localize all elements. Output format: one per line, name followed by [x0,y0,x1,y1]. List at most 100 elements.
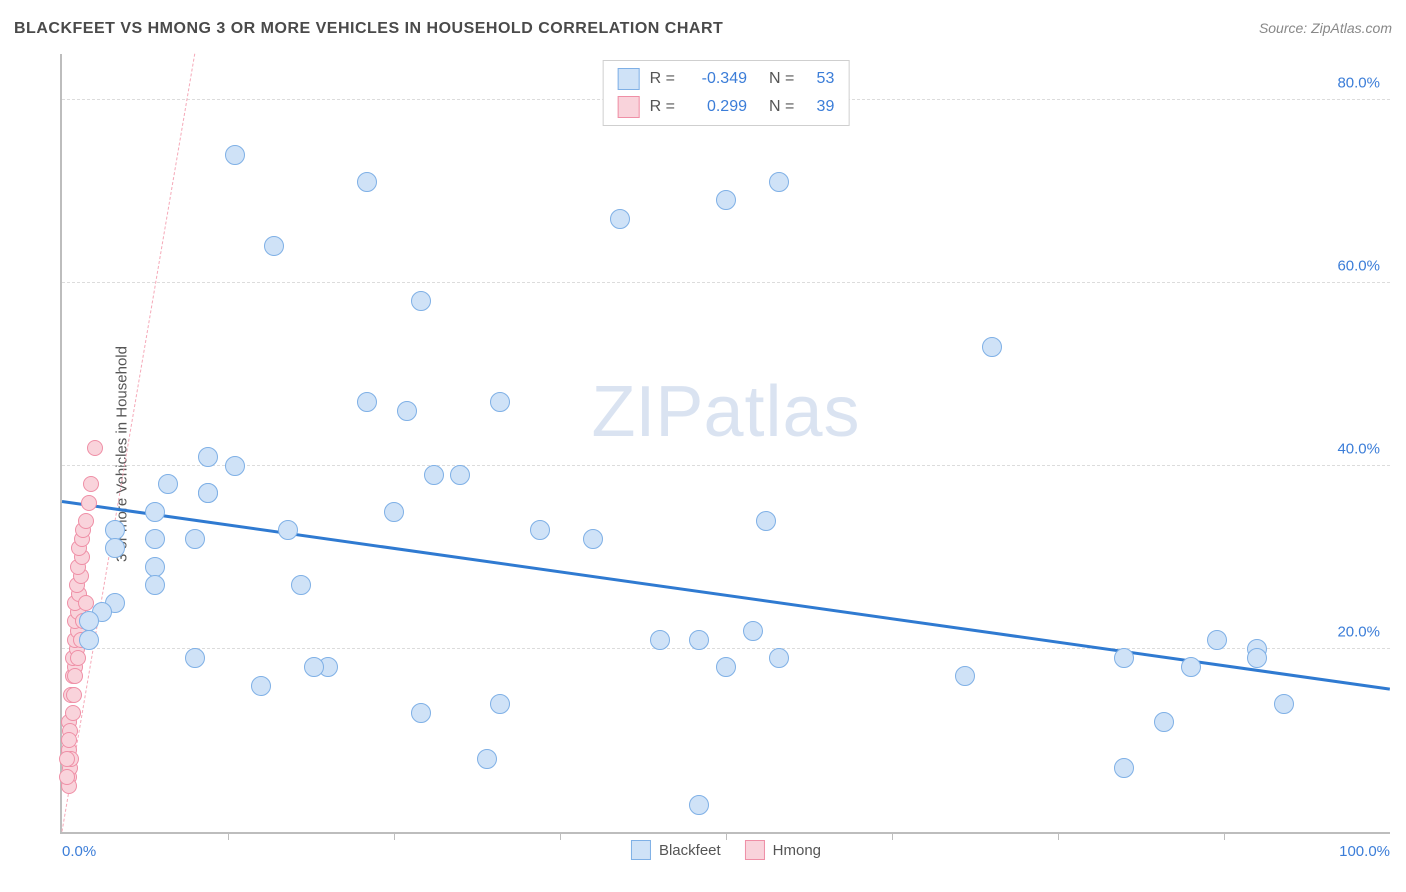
watermark-light: atlas [703,372,860,452]
data-point [304,657,324,677]
data-point [61,732,77,748]
x-tick [394,832,395,840]
y-tick-label: 20.0% [1337,623,1380,640]
data-point [79,630,99,650]
data-point [1207,630,1227,650]
data-point [225,145,245,165]
data-point [397,401,417,421]
data-point [198,447,218,467]
x-tick [892,832,893,840]
data-point [1181,657,1201,677]
data-point [490,694,510,714]
watermark-bold: ZIP [591,372,703,452]
n-label: N = [769,98,794,116]
gridline [62,648,1390,649]
data-point [424,465,444,485]
y-tick-label: 80.0% [1337,74,1380,91]
stats-row: R = -0.349 N = 53 [604,65,849,93]
plot-area: 3 or more Vehicles in Household ZIPatlas… [14,54,1392,854]
swatch-icon [618,68,640,90]
data-point [955,666,975,686]
data-point [145,557,165,577]
data-point [716,657,736,677]
data-point [1114,648,1134,668]
data-point [291,575,311,595]
data-point [756,511,776,531]
x-axis-label: 100.0% [1339,843,1390,860]
r-value: -0.349 [685,70,747,88]
x-axis-label: 0.0% [62,843,96,860]
swatch-icon [745,840,765,860]
gridline [62,465,1390,466]
data-point [185,648,205,668]
data-point [716,190,736,210]
header: BLACKFEET VS HMONG 3 OR MORE VEHICLES IN… [14,20,1392,50]
n-label: N = [769,70,794,88]
y-tick-label: 60.0% [1337,257,1380,274]
data-point [145,529,165,549]
data-point [78,513,94,529]
trend-line [62,53,196,831]
data-point [59,751,75,767]
x-tick [726,832,727,840]
data-point [145,502,165,522]
data-point [450,465,470,485]
data-point [87,440,103,456]
y-tick-label: 40.0% [1337,440,1380,457]
data-point [689,630,709,650]
data-point [83,476,99,492]
n-value: 39 [804,98,834,116]
data-point [583,529,603,549]
data-point [1154,712,1174,732]
data-point [185,529,205,549]
legend-label: Blackfeet [659,842,721,859]
gridline [62,282,1390,283]
data-point [689,795,709,815]
data-point [357,172,377,192]
r-label: R = [650,70,675,88]
data-point [70,650,86,666]
stats-row: R =0.299N =39 [604,93,849,121]
data-point [251,676,271,696]
data-point [530,520,550,540]
legend-item: Hmong [745,840,821,860]
data-point [67,668,83,684]
data-point [145,575,165,595]
data-point [225,456,245,476]
data-point [1114,758,1134,778]
data-point [264,236,284,256]
data-point [411,703,431,723]
legend-label: Hmong [773,842,821,859]
data-point [650,630,670,650]
source-label: Source: ZipAtlas.com [1259,20,1392,36]
x-tick [560,832,561,840]
watermark: ZIPatlas [591,371,860,453]
data-point [65,705,81,721]
data-point [59,769,75,785]
data-point [79,611,99,631]
data-point [357,392,377,412]
x-tick [228,832,229,840]
series-legend: Blackfeet Hmong [631,840,821,860]
data-point [769,648,789,668]
data-point [198,483,218,503]
data-point [477,749,497,769]
data-point [490,392,510,412]
data-point [1274,694,1294,714]
legend-item: Blackfeet [631,840,721,860]
data-point [278,520,298,540]
chart-title: BLACKFEET VS HMONG 3 OR MORE VEHICLES IN… [14,20,723,37]
data-point [743,621,763,641]
stats-legend: R =-0.349N =53R =0.299N =39 [603,60,850,126]
data-point [982,337,1002,357]
data-point [411,291,431,311]
n-value: 53 [804,70,834,88]
x-tick [1058,832,1059,840]
data-point [81,495,97,511]
x-tick [1224,832,1225,840]
scatter-plot: ZIPatlas R =-0.349N =53R =0.299N =39 Bla… [60,54,1390,834]
data-point [66,687,82,703]
data-point [1247,648,1267,668]
data-point [384,502,404,522]
swatch-icon [618,96,640,118]
